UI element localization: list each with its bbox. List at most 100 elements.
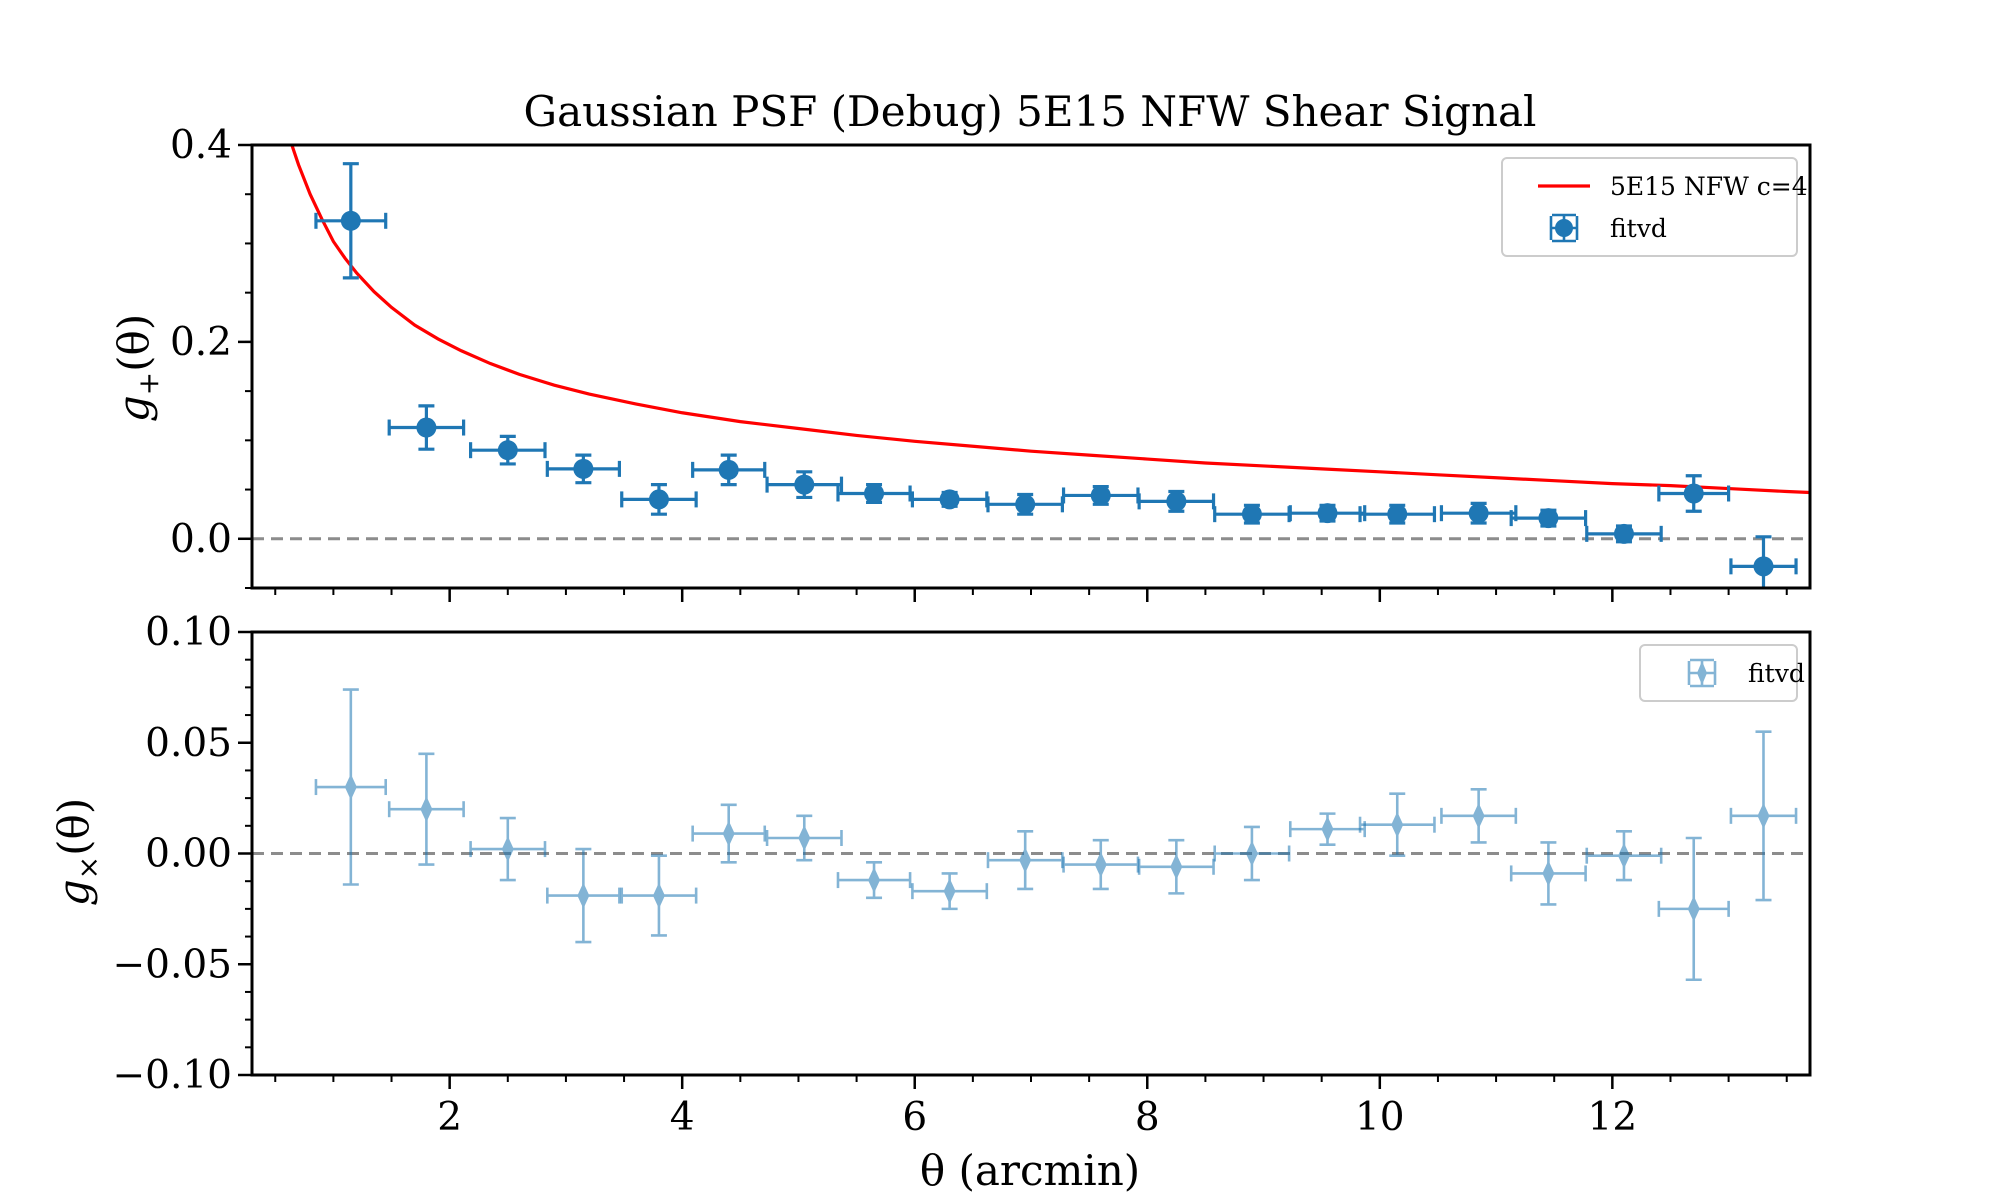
top-data-point: [765, 470, 844, 500]
bottom-x-tick-label: 10: [1355, 1095, 1405, 1140]
top-data-point: [314, 162, 388, 280]
bottom-x-tick-label: 8: [1135, 1095, 1160, 1140]
bottom-diamond-marker: [1687, 895, 1700, 922]
bottom-diamond-marker: [344, 774, 357, 801]
bottom-x-tick-label: 12: [1588, 1095, 1638, 1140]
bottom-y-label-var: g: [49, 879, 98, 906]
top-circle-marker: [939, 489, 960, 510]
bottom-y-tick-label: 0.10: [145, 610, 232, 655]
bottom-diamond-marker: [1757, 802, 1770, 829]
bottom-data-point: [1509, 841, 1587, 906]
bottom-data-point: [387, 752, 465, 866]
chart-title: Gaussian PSF (Debug) 5E15 NFW Shear Sign…: [524, 87, 1537, 136]
bottom-data-point: [1657, 836, 1730, 982]
bottom-diamond-marker: [1472, 802, 1485, 829]
top-circle-marker: [1166, 491, 1187, 512]
bottom-data-point: [469, 816, 547, 882]
top-data-point: [1358, 503, 1437, 525]
top-circle-marker: [1241, 504, 1262, 525]
top-legend: 5E15 NFW c=4 fitvd: [1501, 157, 1808, 257]
top-data-point: [387, 404, 466, 451]
bottom-plot-area: [314, 688, 1798, 982]
bottom-diamond-marker: [943, 878, 956, 905]
top-data-point: [1288, 503, 1367, 524]
top-data-point: [910, 489, 989, 510]
top-circle-marker: [1613, 523, 1634, 544]
bottom-data-point: [1213, 825, 1291, 882]
top-data-point: [468, 434, 547, 466]
bottom-diamond-marker: [1321, 816, 1334, 843]
bottom-x-tick-label: 6: [902, 1095, 927, 1140]
top-circle-marker: [1468, 503, 1489, 524]
top-panel-gplus: 0.0 0.2 0.4 5E15 NFW c=4 fitvd: [170, 123, 1812, 602]
top-data-point: [620, 483, 698, 516]
top-data-point: [1657, 474, 1731, 513]
top-data-point: [1585, 523, 1663, 544]
svg-text:g+(θ): g+(θ): [109, 314, 165, 422]
bottom-y-label-sub: ×: [72, 856, 105, 879]
top-circle-marker: [1753, 556, 1774, 577]
bottom-diamond-marker: [1019, 847, 1032, 874]
top-legend-label: 5E15 NFW c=4: [1610, 172, 1808, 201]
top-nfw-model-line: [290, 145, 1810, 495]
top-data-point: [1137, 489, 1216, 513]
top-plot-area: [290, 145, 1810, 588]
bottom-data-point: [1137, 838, 1215, 895]
bottom-x-tick-label: 4: [670, 1095, 695, 1140]
top-y-axis-title: g+(θ): [109, 314, 165, 422]
bottom-data-point: [1585, 830, 1663, 882]
top-data-point: [1213, 503, 1291, 525]
top-circle-marker: [1090, 485, 1111, 506]
top-legend-label: fitvd: [1610, 214, 1667, 243]
bottom-y-label-arg: (θ): [49, 798, 98, 856]
top-circle-marker: [497, 440, 518, 461]
bottom-data-point: [836, 861, 912, 900]
top-circle-marker: [573, 458, 594, 479]
bottom-legend: fitvd: [1639, 644, 1805, 702]
top-data-point: [545, 453, 622, 485]
bottom-data-point: [1729, 730, 1798, 902]
bottom-data-point: [911, 872, 989, 911]
bottom-data-point: [986, 830, 1064, 891]
top-data-point: [1439, 501, 1518, 525]
bottom-legend-label: fitvd: [1748, 659, 1805, 688]
top-data-point: [1061, 485, 1140, 506]
top-circle-marker: [648, 489, 669, 510]
bottom-data-point: [1288, 812, 1366, 846]
top-circle-marker: [1387, 504, 1408, 525]
bottom-diamond-marker: [577, 882, 590, 909]
top-legend-handle: [1549, 213, 1579, 243]
bottom-data-point: [765, 814, 843, 862]
bottom-diamond-marker: [1542, 860, 1555, 887]
top-y-tick-label: 0.4: [170, 123, 232, 168]
bottom-y-axis-title: g×(θ): [49, 798, 105, 906]
top-y-label-sub: +: [132, 372, 165, 395]
top-data-point: [691, 453, 767, 487]
top-y-label-arg: (θ): [109, 314, 158, 372]
bottom-diamond-marker: [420, 796, 433, 823]
top-circle-marker: [794, 474, 815, 495]
bottom-data-point: [1358, 792, 1436, 858]
bottom-legend-box: [1639, 644, 1798, 702]
bottom-data-point: [314, 688, 388, 886]
bottom-y-tick-label: −0.10: [112, 1053, 232, 1098]
top-y-label-var: g: [109, 395, 158, 422]
top-circle-marker: [1538, 508, 1559, 529]
bottom-diamond-marker: [1094, 851, 1107, 878]
top-data-point: [986, 492, 1064, 516]
bottom-diamond-marker: [722, 820, 735, 847]
bottom-data-point: [620, 854, 698, 937]
bottom-diamond-marker: [1391, 811, 1404, 838]
top-data-point: [1509, 508, 1588, 529]
x-axis-title: θ (arcmin): [920, 1146, 1140, 1195]
bottom-data-point: [691, 803, 767, 864]
bottom-legend-handle: [1687, 658, 1717, 688]
top-circle-marker: [718, 459, 739, 480]
top-y-tick-label: 0.0: [170, 517, 232, 562]
top-y-tick-label: 0.2: [170, 320, 232, 365]
top-legend-circle-marker: [1555, 219, 1573, 237]
bottom-diamond-marker: [1245, 840, 1258, 867]
top-circle-marker: [864, 483, 885, 504]
bottom-data-point: [1062, 838, 1140, 891]
